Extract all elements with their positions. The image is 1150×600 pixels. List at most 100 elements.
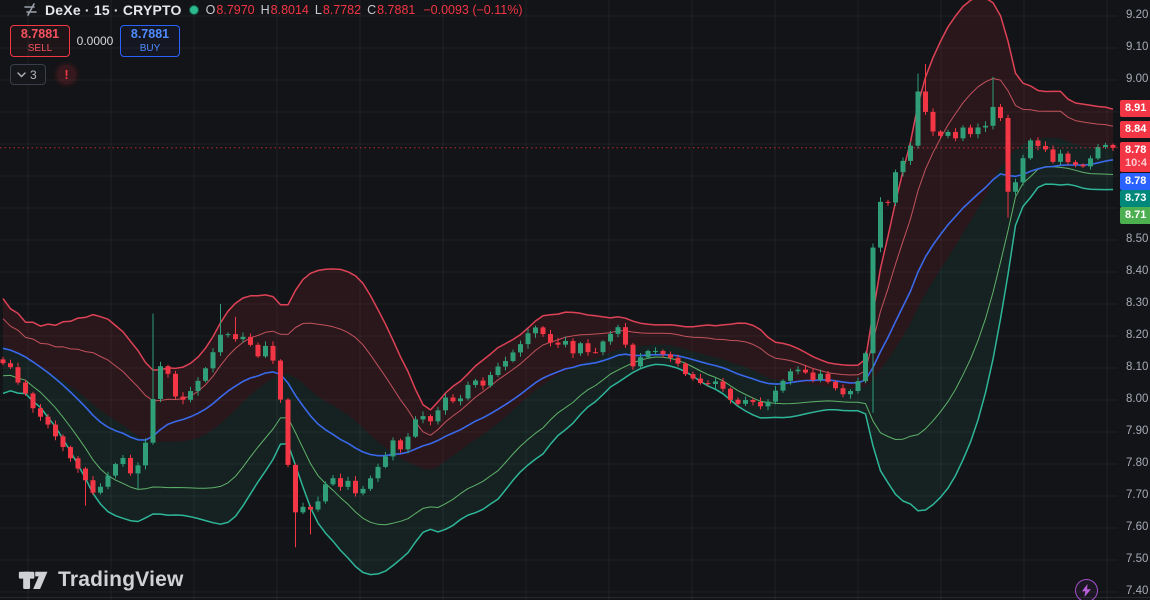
candle-up [983, 125, 988, 128]
candle-up [645, 350, 651, 358]
time-axis-divider [0, 597, 1150, 598]
candle-up [263, 345, 268, 357]
candle-down [398, 440, 403, 450]
candle-up [113, 464, 118, 476]
candle-down [675, 357, 681, 364]
candle-up [330, 478, 336, 485]
symbol-title[interactable]: DeXe · 15 · CRYPTO [45, 2, 182, 18]
candle-down [698, 378, 703, 384]
indicator-price-badge: 8.78 [1120, 173, 1150, 190]
candle-down [1080, 164, 1086, 167]
indicator-price-badge: 8.84 [1120, 121, 1150, 138]
candle-down [45, 416, 51, 425]
candle-down [293, 464, 298, 513]
candle-down [285, 399, 291, 465]
candle-up [765, 401, 771, 407]
candle-down [803, 369, 808, 373]
candle-up [908, 145, 913, 161]
candle-up [368, 478, 373, 489]
candle-up [773, 390, 778, 402]
symbol-header: DeXe · 15 · CRYPTO O 8.7970 H 8.8014 L 8.77… [24, 1, 523, 19]
candle-down [825, 373, 831, 382]
candle-up [375, 466, 381, 479]
candle-up [900, 160, 906, 173]
candle-up [443, 397, 448, 411]
price-tick-label: 7.50 [1126, 553, 1149, 565]
candle-up [795, 369, 801, 372]
candle-down [180, 396, 186, 400]
candle-down [690, 374, 696, 379]
close-label: C [367, 3, 377, 17]
tradingview-watermark[interactable]: TradingView [18, 566, 184, 593]
candle-up [240, 336, 246, 340]
candle-down [233, 334, 238, 340]
lower-band-fill [3, 137, 1113, 575]
candle-down [750, 400, 756, 402]
candle-up [150, 399, 156, 443]
candle-down [968, 127, 973, 135]
candle-up [218, 334, 223, 353]
candle-up [600, 341, 606, 353]
candle-down [338, 478, 343, 487]
candle-down [1065, 153, 1071, 163]
candle-up [638, 357, 643, 367]
candle-up [863, 353, 868, 382]
candle-down [75, 458, 81, 469]
buy-price: 8.7881 [130, 27, 170, 42]
candle-up [855, 381, 861, 391]
candle-down [998, 106, 1003, 119]
candle-count-value: 3 [30, 67, 37, 82]
price-tick-label: 7.70 [1126, 489, 1149, 501]
candle-up [533, 327, 538, 334]
buy-button[interactable]: 8.7881 BUY [120, 25, 180, 57]
candle-down [668, 354, 673, 358]
candle-up [105, 475, 111, 487]
candle-up [960, 127, 966, 139]
candle-down [1035, 140, 1041, 146]
candle-series [0, 64, 1116, 548]
candle-down [705, 383, 711, 385]
market-status-dot-icon[interactable] [188, 5, 199, 15]
candle-down [660, 350, 666, 355]
candle-up [1088, 158, 1093, 167]
price-tick-label: 9.20 [1126, 9, 1149, 21]
candle-down [840, 388, 846, 395]
candle-down [593, 352, 598, 354]
price-axis[interactable]: 9.20 9.10 9.00 8.50 8.40 8.30 8.20 8.10 8.00 7.90… [1118, 0, 1150, 600]
candle-down [0, 359, 6, 364]
candle-down [735, 399, 741, 404]
price-tick-label: 9.10 [1126, 41, 1149, 53]
candle-up [608, 333, 613, 342]
candle-down [1050, 149, 1056, 162]
candle-up [990, 106, 996, 126]
price-tick-label: 7.60 [1126, 521, 1149, 533]
candle-up [578, 343, 583, 354]
candle-up [203, 368, 208, 381]
candle-up [1058, 153, 1063, 162]
candle-up [143, 442, 148, 466]
indicator-price-badge: 8.71 [1120, 207, 1150, 224]
sell-button[interactable]: 8.7881 SELL [10, 25, 70, 57]
candle-up [345, 480, 351, 487]
chevron-down-icon [17, 71, 26, 77]
candle-down [540, 327, 546, 335]
price-tick-label: 9.00 [1126, 73, 1149, 85]
candle-up [1020, 158, 1026, 183]
candle-down [623, 327, 628, 345]
candle-down [90, 480, 96, 493]
candle-count-dropdown[interactable]: 3 [10, 64, 46, 85]
price-tick-label: 8.00 [1126, 393, 1149, 405]
candle-up [188, 391, 193, 400]
candle-down [38, 408, 43, 417]
candle-down [555, 342, 561, 345]
candle-up [615, 327, 621, 334]
candle-down [548, 334, 553, 343]
alert-icon[interactable]: ! [57, 65, 76, 84]
candle-up [878, 201, 883, 248]
candle-down [758, 401, 763, 407]
candle-up [488, 374, 493, 386]
quick-trade-button[interactable] [1075, 579, 1098, 600]
candle-up [1013, 182, 1018, 192]
indicator-price-badge: 8.91 [1120, 100, 1150, 117]
